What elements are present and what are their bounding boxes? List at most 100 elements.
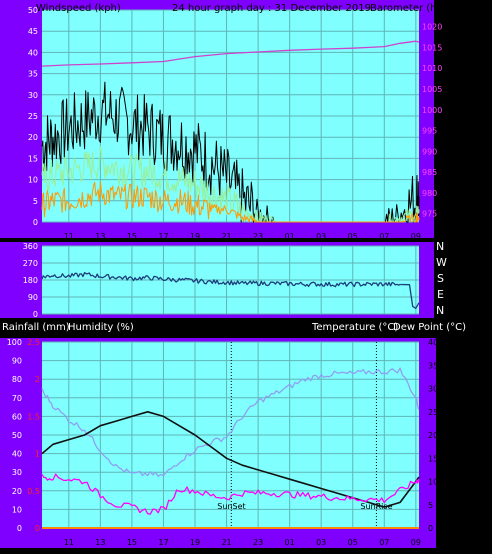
hum-ytick-4: 40 — [12, 450, 22, 459]
wind-xtick-6: 23 — [253, 232, 263, 241]
dir-letter-s: S — [437, 272, 444, 285]
temp-ytick-4: 20 — [428, 431, 438, 440]
temp-ytick-3: 15 — [428, 454, 438, 463]
wind-xtick-9: 05 — [348, 232, 358, 241]
baro-ytick-6: 1005 — [422, 85, 442, 94]
wind-xtick-8: 03 — [316, 232, 326, 241]
wind-ytick-4: 20 — [28, 133, 38, 142]
dir-letter-w: W — [436, 256, 447, 269]
tick-labels: 0510152025303540455097598098599099510001… — [7, 6, 443, 547]
temperature-axis-title: Temperature (°C) — [311, 322, 398, 333]
hum-ytick-2: 20 — [12, 487, 22, 496]
humidity-axis-title: Humidity (%) — [68, 322, 134, 333]
wind-ytick-6: 30 — [28, 91, 38, 100]
hum-ytick-0: 0 — [17, 524, 22, 533]
sunset-label: SunSet — [217, 502, 245, 511]
dir-ytick-4: 0 — [33, 310, 38, 319]
dir-letter-n-bottom: N — [436, 304, 444, 317]
dewpoint-line — [41, 473, 420, 515]
graph-date-title: 24 hour graph day : 31 December 2019 — [172, 3, 371, 14]
hum-ytick-5: 50 — [12, 431, 22, 440]
temp-ytick-1: 5 — [428, 501, 433, 510]
temp-ytick-0: 0 — [428, 524, 433, 533]
wind-ytick-2: 10 — [28, 176, 38, 185]
hum-ytick-10: 100 — [7, 338, 22, 347]
wind-ytick-0: 0 — [33, 218, 38, 227]
wind-ytick-8: 40 — [28, 48, 38, 57]
wind-xtick-7: 01 — [285, 232, 295, 241]
temp-xtick-8: 03 — [316, 538, 326, 547]
baro-ytick-0: 975 — [422, 210, 437, 219]
hum-ytick-1: 10 — [12, 505, 22, 514]
humidity-line — [41, 367, 420, 477]
temp-xtick-6: 23 — [253, 538, 263, 547]
dir-ytick-1: 270 — [23, 259, 38, 268]
temp-xtick-10: 07 — [379, 538, 389, 547]
wind-direction-tail — [400, 283, 420, 309]
temp-ytick-8: 40 — [428, 338, 438, 347]
dir-letter-n-top: N — [436, 240, 444, 253]
wind-xtick-1: 13 — [95, 232, 105, 241]
baro-ytick-7: 1010 — [422, 64, 442, 73]
barometer-axis-title: Barometer (hpa) — [370, 3, 453, 14]
temp-xtick-11: 09 — [411, 538, 421, 547]
wind-minimum-line — [41, 181, 420, 223]
baro-ytick-2: 985 — [422, 168, 437, 177]
temp-ytick-5: 25 — [428, 408, 438, 417]
temp-ytick-6: 30 — [428, 385, 438, 394]
rain-ytick-5: 2.5 — [27, 338, 40, 347]
temp-xtick-1: 13 — [95, 538, 105, 547]
wind-direction-line — [41, 271, 401, 288]
hum-ytick-8: 80 — [12, 375, 22, 384]
baro-ytick-5: 1000 — [422, 106, 442, 115]
baro-ytick-8: 1015 — [422, 43, 442, 52]
wind-ytick-7: 35 — [28, 70, 38, 79]
temp-xtick-0: 11 — [64, 538, 74, 547]
wind-xtick-2: 15 — [127, 232, 137, 241]
wind-ytick-3: 15 — [28, 154, 38, 163]
temp-ytick-7: 35 — [428, 361, 438, 370]
wind-xtick-0: 11 — [64, 232, 74, 241]
dewpoint-axis-title: Dew Point (°C) — [393, 322, 466, 333]
wind-xtick-4: 19 — [190, 232, 200, 241]
temp-xtick-7: 01 — [285, 538, 295, 547]
wind-xtick-3: 17 — [158, 232, 168, 241]
series-layer — [41, 40, 420, 529]
baro-ytick-9: 1020 — [422, 23, 442, 32]
hum-ytick-6: 60 — [12, 412, 22, 421]
wind-ytick-9: 45 — [28, 27, 38, 36]
temp-xtick-5: 21 — [221, 538, 231, 547]
temp-xtick-4: 19 — [190, 538, 200, 547]
rainfall-axis-title: Rainfall (mm) — [2, 322, 70, 333]
wind-ytick-10: 50 — [28, 6, 38, 15]
baro-ytick-4: 995 — [422, 127, 437, 136]
rain-ytick-0: 0 — [35, 524, 40, 533]
wind-xtick-5: 21 — [221, 232, 231, 241]
rain-ytick-4: 2 — [35, 375, 40, 384]
wind-ytick-5: 25 — [28, 112, 38, 121]
temp-ytick-2: 10 — [428, 478, 438, 487]
dir-ytick-3: 90 — [28, 293, 38, 302]
dir-letter-e: E — [437, 288, 444, 301]
wind-ytick-1: 5 — [33, 197, 38, 206]
dir-ytick-0: 360 — [23, 242, 38, 251]
hum-ytick-7: 70 — [12, 394, 22, 403]
rain-ytick-1: 0.5 — [27, 487, 40, 496]
rain-ytick-2: 1 — [35, 450, 40, 459]
dir-ytick-2: 180 — [23, 276, 38, 285]
wind-xtick-11: 09 — [411, 232, 421, 241]
barometer-line — [41, 40, 420, 67]
hum-ytick-9: 90 — [12, 357, 22, 366]
temp-xtick-9: 05 — [348, 538, 358, 547]
rain-ytick-3: 1.5 — [27, 412, 40, 421]
temp-xtick-2: 15 — [127, 538, 137, 547]
baro-ytick-1: 980 — [422, 189, 437, 198]
baro-ytick-3: 990 — [422, 147, 437, 156]
hum-ytick-3: 30 — [12, 468, 22, 477]
sunrise-label: SunRise — [360, 502, 392, 511]
temp-xtick-3: 17 — [158, 538, 168, 547]
wind-xtick-10: 07 — [379, 232, 389, 241]
windspeed-axis-title: Windspeed (kph) — [36, 3, 121, 14]
